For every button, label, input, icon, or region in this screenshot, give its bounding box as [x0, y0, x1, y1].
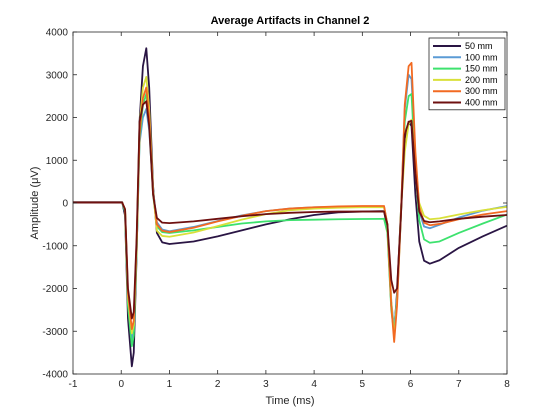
- x-tick-label: 0: [118, 379, 124, 390]
- x-tick-label: 4: [311, 379, 317, 390]
- chart-title: Average Artifacts in Channel 2: [211, 15, 370, 27]
- series-line-6: [73, 100, 507, 320]
- y-tick-label: -2000: [42, 284, 68, 295]
- legend-label: 400 mm: [465, 98, 498, 108]
- series-layer: [73, 47, 507, 368]
- y-tick-label: -3000: [42, 327, 68, 338]
- x-tick-label: 8: [504, 379, 510, 390]
- y-tick-label: -1000: [42, 241, 68, 252]
- y-tick-label: -4000: [42, 370, 68, 381]
- legend-label: 150 mm: [465, 64, 498, 74]
- x-axis-label: Time (ms): [265, 395, 314, 407]
- y-tick-label: 1000: [46, 156, 69, 167]
- y-tick-label: 0: [62, 199, 68, 210]
- legend-label: 50 mm: [465, 41, 493, 51]
- legend-label: 100 mm: [465, 52, 498, 62]
- legend-label: 200 mm: [465, 75, 498, 85]
- y-tick-label: 3000: [46, 70, 69, 81]
- x-axis: -1 0 1 2 3 4 5 6 7 8: [69, 32, 510, 390]
- y-axis-label: Amplitude (μV): [29, 167, 41, 240]
- x-tick-label: 6: [408, 379, 414, 390]
- x-tick-label: 5: [360, 379, 366, 390]
- x-tick-label: -1: [69, 379, 78, 390]
- y-axis: -4000 -3000 -2000 -1000 0 1000 2000 3000 4000: [42, 28, 507, 381]
- legend-label: 300 mm: [465, 86, 498, 96]
- y-tick-label: 4000: [46, 28, 69, 39]
- legend-box: [428, 37, 506, 111]
- x-tick-label: 7: [456, 379, 462, 390]
- x-tick-label: 2: [215, 379, 221, 390]
- y-tick-label: 2000: [46, 113, 69, 124]
- x-tick-label: 1: [167, 379, 173, 390]
- x-tick-label: 3: [263, 379, 269, 390]
